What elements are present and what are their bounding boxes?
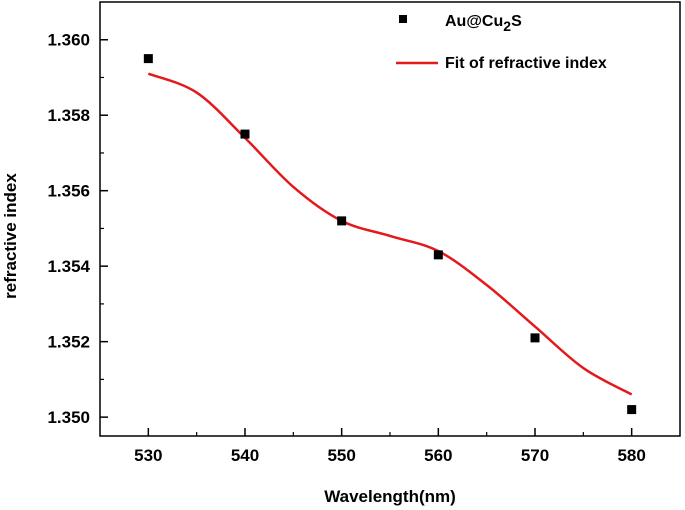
- data-point: [433, 250, 443, 260]
- legend-marker-au-cu2s: [399, 15, 407, 23]
- data-point: [530, 333, 540, 343]
- x-axis-tick-labels: 530 540 550 560 570 580: [134, 446, 646, 465]
- legend-label-au-cu2s: Au@Cu2S: [445, 13, 522, 34]
- x-tick-label: 530: [134, 446, 162, 465]
- x-tick-label: 570: [521, 446, 549, 465]
- y-tick-label: 1.354: [47, 257, 90, 276]
- x-axis-title: Wavelength(nm): [324, 487, 456, 506]
- y-tick-label: 1.352: [47, 333, 90, 352]
- y-tick-label: 1.358: [47, 106, 90, 125]
- y-tick-label: 1.360: [47, 31, 90, 50]
- x-tick-label: 560: [424, 446, 452, 465]
- x-axis-ticks: [147, 428, 633, 436]
- data-point: [627, 405, 637, 415]
- series-layer: [143, 54, 637, 415]
- legend-label-fit: Fit of refractive index: [445, 55, 607, 72]
- data-point: [240, 129, 250, 139]
- x-tick-label: 550: [327, 446, 355, 465]
- fit-line: [147, 72, 633, 396]
- y-axis-ticks: [100, 38, 108, 418]
- legend: Au@Cu2S Fit of refractive index: [396, 13, 607, 72]
- y-tick-label: 1.356: [47, 182, 90, 201]
- y-axis-title: refractive index: [1, 173, 20, 299]
- y-axis-tick-labels: 1.350 1.352 1.354 1.356 1.358 1.360: [47, 31, 90, 427]
- data-point: [143, 54, 153, 64]
- x-tick-label: 540: [231, 446, 259, 465]
- x-tick-label: 580: [617, 446, 645, 465]
- y-tick-label: 1.350: [47, 408, 90, 427]
- data-point: [337, 216, 347, 226]
